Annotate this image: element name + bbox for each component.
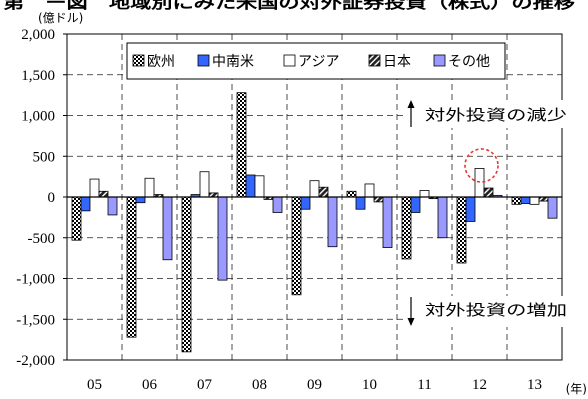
bar-series-5-cat-07 [217, 196, 228, 281]
bar-series-2-cat-11 [410, 196, 421, 213]
bar-series-3-cat-11 [419, 190, 430, 198]
bar-series-3-cat-07 [199, 171, 210, 198]
legend-label: その他 [448, 54, 490, 70]
annotation-decrease: 対外投資の減少 [404, 100, 576, 128]
bar-series-5-cat-05 [107, 196, 118, 216]
annotation-text: 対外投資の増加 [425, 301, 567, 319]
bar-series-3-cat-10 [364, 183, 375, 198]
bar-series-4-cat-12 [483, 187, 494, 198]
legend-item: 中南米 [197, 54, 254, 70]
legend-swatch-white [283, 54, 296, 67]
y-tick-label: -500 [28, 231, 56, 247]
bar-series-1-cat-06 [126, 196, 137, 338]
legend-item: 日本 [368, 54, 411, 70]
bar-series-2-cat-12 [465, 196, 476, 222]
bar-series-5-cat-13 [547, 196, 558, 219]
annotation-background [404, 100, 576, 128]
x-tick-label: 10 [362, 377, 377, 393]
bar-series-1-cat-07 [181, 196, 192, 353]
bar-series-1-cat-13 [511, 196, 522, 205]
highlight-dashed-circle [464, 148, 499, 183]
bar-series-2-cat-08 [245, 174, 256, 198]
y-tick-label: 500 [33, 149, 56, 165]
bar-series-1-cat-08 [236, 92, 247, 198]
bar-series-2-cat-06 [135, 196, 146, 204]
annotation-increase: 対外投資の増加 [404, 296, 576, 327]
bar-series-4-cat-09 [318, 186, 329, 198]
down-arrow-head-icon [407, 318, 415, 326]
x-unit-label: (年) [566, 382, 587, 396]
annotation-text: 対外投資の減少 [425, 106, 567, 124]
bar-series-1-cat-12 [456, 196, 467, 264]
y-tick-label: 2,000 [21, 27, 55, 43]
bar-series-4-cat-07 [208, 192, 219, 198]
x-tick-label: 07 [197, 377, 213, 393]
legend-swatch-purple [433, 54, 446, 67]
x-tick-label: 05 [87, 377, 102, 393]
bar-series-3-cat-13 [529, 196, 540, 205]
legend-swatch-checkered [132, 54, 145, 67]
bar-series-4-cat-13 [538, 196, 549, 202]
bar-series-5-cat-06 [162, 196, 173, 261]
legend-label: 日本 [383, 54, 411, 70]
y-unit-label: (億ドル) [38, 11, 83, 25]
y-tick-label: 1,500 [21, 68, 55, 84]
y-tick-label: 0 [48, 190, 56, 206]
bar-series-1-cat-09 [291, 196, 302, 296]
bar-series-5-cat-10 [382, 196, 393, 248]
bars [71, 92, 558, 353]
legend-swatch-hatched [368, 54, 381, 67]
y-tick-label: 1,000 [21, 109, 55, 125]
x-tick-label: 11 [417, 377, 431, 393]
x-tick-label: 06 [142, 377, 158, 393]
annotation-background [404, 296, 576, 327]
bar-series-3-cat-12 [474, 168, 485, 198]
legend: 欧州 中南米 アジア 日本 その他 [126, 42, 506, 80]
bar-series-5-cat-09 [327, 196, 338, 248]
legend-item: 欧州 [132, 54, 175, 70]
y-tick-label: -1,500 [16, 312, 55, 328]
x-tick-label: 12 [472, 377, 487, 393]
x-axis: 05 06 07 08 09 10 11 12 13 [87, 377, 542, 393]
legend-label: 欧州 [147, 54, 175, 70]
bar-series-3-cat-09 [309, 180, 320, 198]
legend-item: その他 [433, 54, 490, 70]
bar-series-3-cat-05 [89, 178, 100, 198]
legend-item: アジア [283, 54, 339, 70]
bar-series-1-cat-10 [346, 190, 357, 198]
bar-series-2-cat-05 [80, 196, 91, 212]
bar-series-1-cat-05 [71, 196, 82, 241]
bar-series-3-cat-08 [254, 175, 265, 198]
legend-label: 中南米 [212, 54, 254, 70]
y-tick-label: -1,000 [16, 272, 55, 288]
bar-series-5-cat-08 [272, 196, 283, 213]
legend-swatch-blue [197, 54, 210, 67]
bar-series-2-cat-09 [300, 196, 311, 210]
x-tick-label: 09 [307, 377, 322, 393]
up-arrow-head-icon [407, 100, 415, 108]
legend-label: アジア [298, 54, 339, 70]
y-tick-label: -2,000 [16, 353, 55, 369]
bar-series-5-cat-11 [437, 196, 448, 239]
bar-series-3-cat-06 [144, 177, 155, 198]
bar-series-4-cat-05 [98, 190, 109, 198]
bar-series-4-cat-10 [373, 196, 384, 203]
x-tick-label: 08 [252, 377, 267, 393]
chart-title: 第 ー図 地域別にみた米国の対外証券投資（株式）の推移 [3, 0, 575, 12]
bar-series-2-cat-13 [520, 196, 531, 204]
bar-series-1-cat-11 [401, 196, 412, 260]
y-axis: 2,000 1,500 1,000 500 0 -500 -1,000 -1,500 -2,00… [16, 27, 67, 369]
bar-series-2-cat-10 [355, 196, 366, 210]
x-tick-label: 13 [527, 377, 542, 393]
